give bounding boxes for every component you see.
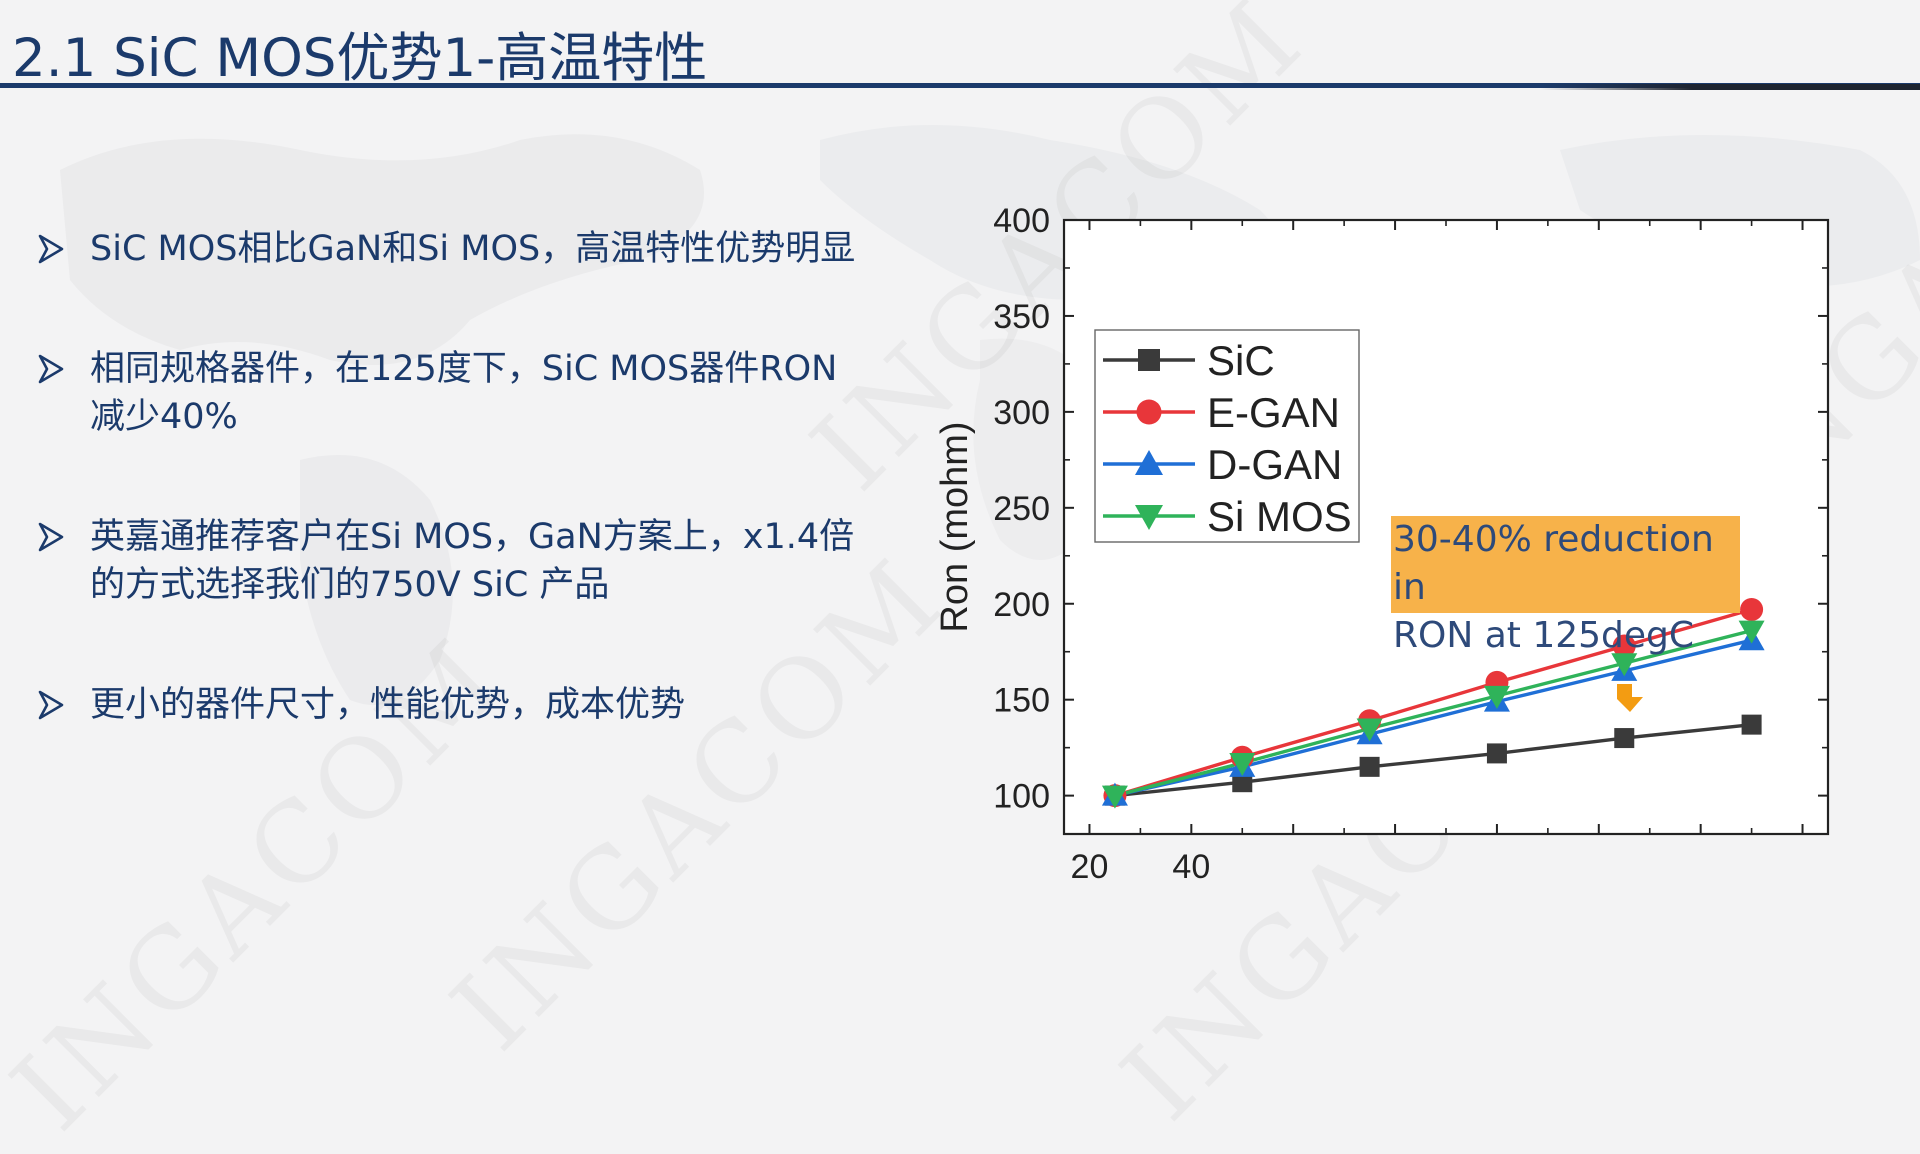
x-tick-label: 20: [1071, 848, 1109, 886]
arrow-bullet-icon: [38, 345, 90, 393]
y-tick-label: 250: [993, 490, 1050, 528]
title-divider: [0, 83, 1920, 88]
series-line-3: [1114, 628, 1753, 798]
data-point: [1101, 785, 1128, 809]
legend-marker: [1135, 505, 1163, 530]
data-point: [1740, 598, 1764, 622]
arrow-bullet-icon: [38, 513, 90, 561]
series-line-0: [1114, 722, 1752, 798]
y-tick-label: 300: [993, 394, 1050, 432]
bullet-text: SiC MOS相比GaN和Si MOS，高温特性优势明显: [90, 229, 856, 269]
data-point: [1741, 714, 1762, 735]
legend-marker: [1135, 450, 1163, 475]
title-divider-accent: [1540, 84, 1920, 90]
data-point: [1483, 685, 1510, 709]
data-point: [1738, 620, 1765, 644]
slide-title: 2.1 SiC MOS优势1-高温特性: [12, 28, 708, 89]
y-tick-label: 150: [993, 682, 1050, 720]
y-tick-label: 100: [993, 778, 1050, 816]
data-point: [1486, 743, 1507, 764]
legend-label: SiC: [1207, 337, 1275, 384]
y-axis-label: Ron (mohm): [934, 421, 976, 632]
bullet-item: 相同规格器件，在125度下，SiC MOS器件RON 减少40%: [38, 345, 930, 441]
bullet-item: 更小的器件尺寸，性能优势，成本优势: [38, 681, 930, 729]
data-point: [1229, 753, 1256, 777]
data-point: [1359, 756, 1380, 777]
annotation-box: [1391, 516, 1740, 613]
arrow-bullet-icon: [38, 225, 90, 273]
arrow-bullet-icon: [38, 681, 90, 729]
data-point: [1612, 634, 1636, 658]
legend-label: E-GAN: [1207, 389, 1340, 436]
legend-label: D-GAN: [1207, 441, 1342, 488]
bullet-text: 相同规格器件，在125度下，SiC MOS器件RON 减少40%: [90, 349, 838, 437]
y-tick-label: 400: [993, 202, 1050, 240]
data-point: [1232, 772, 1253, 793]
data-point: [1614, 728, 1635, 749]
legend-marker: [1136, 399, 1162, 425]
data-point: [1356, 718, 1383, 742]
y-tick-label: 200: [993, 586, 1050, 624]
bullet-text: 英嘉通推荐客户在Si MOS，GaN方案上，x1.4倍 的方式选择我们的750V…: [90, 517, 855, 605]
series-line-1: [1114, 607, 1753, 798]
y-tick-label: 350: [993, 298, 1050, 336]
legend-marker: [1138, 349, 1160, 371]
bullet-text: 更小的器件尺寸，性能优势，成本优势: [90, 685, 686, 725]
series-line-2: [1114, 638, 1752, 798]
bullet-item: SiC MOS相比GaN和Si MOS，高温特性优势明显: [38, 225, 930, 273]
data-point: [1611, 653, 1638, 677]
bullet-item: 英嘉通推荐客户在Si MOS，GaN方案上，x1.4倍 的方式选择我们的750V…: [38, 513, 930, 609]
down-arrow-icon: [1617, 684, 1643, 712]
annotation-text: 30-40% reduction in RON at 125degC: [1393, 519, 1714, 656]
legend-label: Si MOS: [1207, 493, 1352, 540]
x-tick-label: 40: [1172, 848, 1210, 886]
